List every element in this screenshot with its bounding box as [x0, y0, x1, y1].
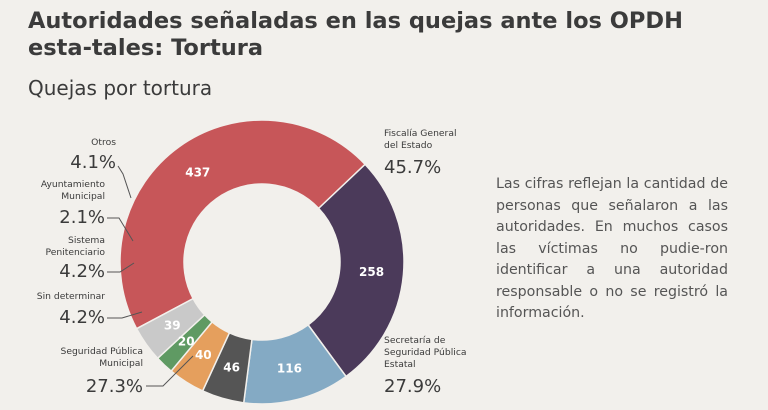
slice-value-label: 40: [195, 348, 212, 362]
slice-name-label: Secretaría de: [384, 335, 446, 346]
slice-value-label: 258: [359, 265, 384, 279]
slice-name-label: Seguridad Pública: [384, 347, 467, 358]
slice-name-label: Seguridad Pública: [60, 346, 143, 357]
slice-percent-label: 45.7%: [384, 157, 441, 178]
leader-line: [107, 217, 134, 242]
slice-name-label: Estatal: [384, 359, 416, 370]
slice-value-label: 437: [185, 166, 210, 180]
slice-value-label: 39: [164, 319, 181, 333]
slice-value-label: 20: [178, 335, 195, 349]
slice-name-label: del Estado: [384, 140, 433, 151]
slice-name-label: Fiscalía General: [384, 128, 457, 139]
slice-name-label: Penitenciario: [45, 247, 105, 258]
donut-slice: [135, 297, 206, 360]
slice-percent-label: 4.1%: [70, 152, 116, 173]
slice-name-label: Sistema: [68, 235, 105, 246]
slice-value-label: 116: [277, 362, 302, 376]
slice-name-label: Sin determinar: [37, 291, 105, 302]
slice-name-label: Otros: [91, 137, 116, 148]
slice-name-label: Ayuntamiento: [41, 179, 106, 190]
slice-percent-label: 27.9%: [384, 376, 441, 397]
slice-value-label: 46: [223, 361, 240, 375]
leader-line: [107, 262, 135, 273]
leader-line: [107, 311, 143, 319]
slice-percent-label: 27.3%: [86, 376, 143, 397]
page-title: Autoridades señaladas en las quejas ante…: [28, 8, 683, 61]
leader-line: [117, 165, 132, 199]
donut-slice: [307, 163, 405, 378]
slice-name-label: Municipal: [61, 191, 105, 202]
slice-percent-label: 2.1%: [59, 207, 105, 228]
leader-line: [146, 355, 194, 387]
chart-subtitle: Quejas por tortura: [28, 76, 213, 100]
explanatory-note: Las cifras reflejan la cantidad de perso…: [496, 176, 728, 321]
slice-name-label: Municipal: [99, 358, 143, 369]
slice-percent-label: 4.2%: [59, 261, 105, 282]
slice-percent-label: 4.2%: [59, 307, 105, 328]
donut-slice: [119, 119, 367, 330]
